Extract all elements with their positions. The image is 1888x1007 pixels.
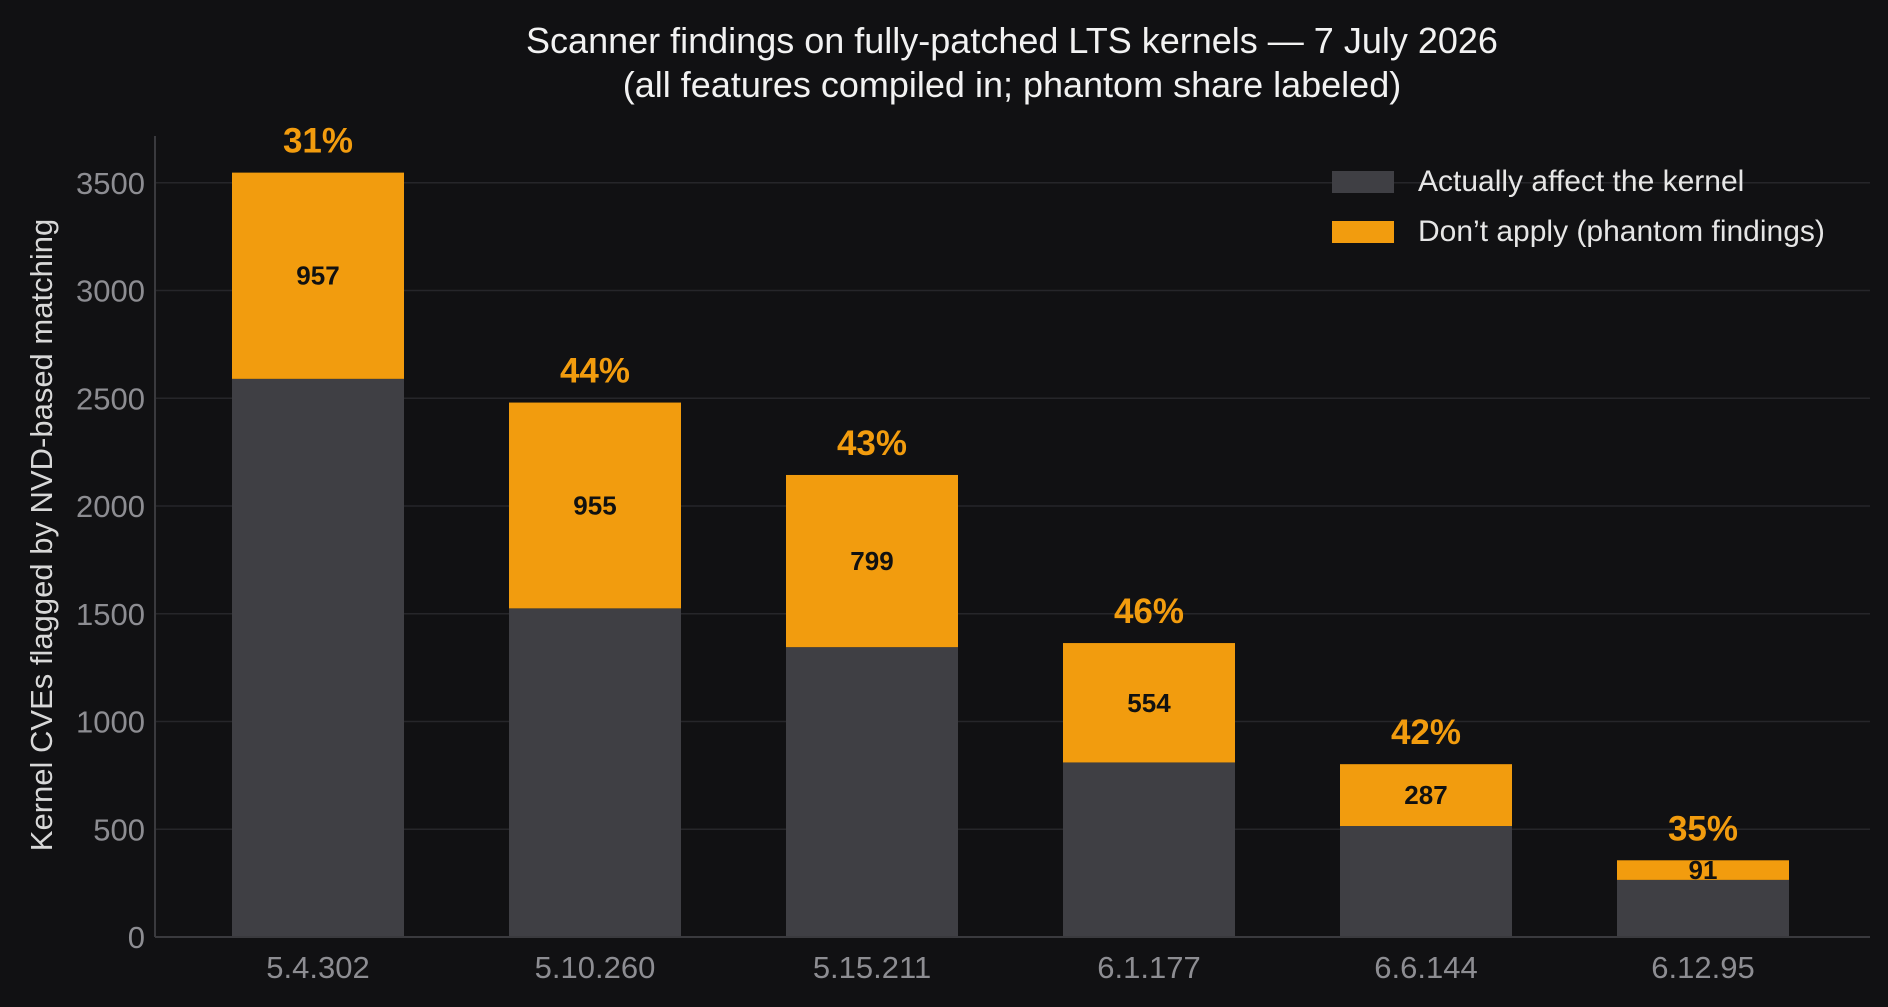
data-labels: 957 31% 955 44% 799 43% 554 46% 287 42% 91 35% [283,122,1738,885]
legend-entry-label: Don’t apply (phantom findings) [1418,215,1825,248]
y-tick-label: 2500 [76,381,145,416]
bar-phantom [509,402,681,609]
bars [232,172,1789,938]
x-axis-ticks: 5.4.302 5.10.260 5.15.211 6.1.177 6.6.144 6.1… [266,950,1754,985]
bar-actual [786,647,958,937]
legend: Actually affect the kernel Don’t apply (p… [1332,165,1825,248]
x-tick-label: 5.10.260 [535,950,656,985]
phantom-value-label: 287 [1404,780,1447,810]
bar-actual [1340,826,1512,937]
x-tick-label: 5.4.302 [266,950,369,985]
phantom-percent-label: 43% [837,424,907,463]
bar-phantom [1063,643,1235,763]
x-tick-label: 6.6.144 [1374,950,1477,985]
bar-phantom [786,474,958,648]
y-tick-label: 0 [128,920,145,955]
y-tick-label: 2000 [76,489,145,524]
legend-swatch [1332,171,1394,193]
bar-actual [509,608,681,937]
legend-entry-label: Actually affect the kernel [1418,165,1744,198]
y-tick-label: 3500 [76,166,145,201]
phantom-percent-label: 42% [1391,713,1461,752]
bar-phantom [1617,860,1789,880]
grid-lines [155,182,1870,830]
chart-subtitle: (all features compiled in; phantom share… [623,64,1401,105]
y-tick-label: 500 [93,812,145,847]
phantom-value-label: 955 [573,490,616,520]
bar-phantom [1340,764,1512,827]
bar-actual [1617,879,1789,937]
bar-phantom [232,172,404,379]
phantom-percent-label: 35% [1668,809,1738,848]
phantom-value-label: 554 [1127,688,1171,718]
y-tick-label: 3000 [76,274,145,309]
chart-title: Scanner findings on fully-patched LTS ke… [526,20,1498,61]
legend-swatch [1332,221,1394,243]
bar-actual [232,378,404,938]
phantom-value-label: 91 [1689,855,1718,885]
y-axis-ticks: 0 500 1000 1500 2000 2500 3000 3500 [76,166,145,955]
x-tick-label: 6.12.95 [1651,950,1754,985]
phantom-value-label: 799 [850,546,893,576]
y-axis-label: Kernel CVEs flagged by NVD-based matchin… [24,219,59,851]
phantom-value-label: 957 [296,261,339,291]
y-tick-label: 1000 [76,705,145,740]
bar-actual [1063,762,1235,937]
x-tick-label: 5.15.211 [813,950,931,985]
x-tick-label: 6.1.177 [1097,950,1200,985]
phantom-percent-label: 44% [560,352,630,391]
y-tick-label: 1500 [76,597,145,632]
phantom-percent-label: 46% [1114,592,1184,631]
phantom-percent-label: 31% [283,122,353,161]
